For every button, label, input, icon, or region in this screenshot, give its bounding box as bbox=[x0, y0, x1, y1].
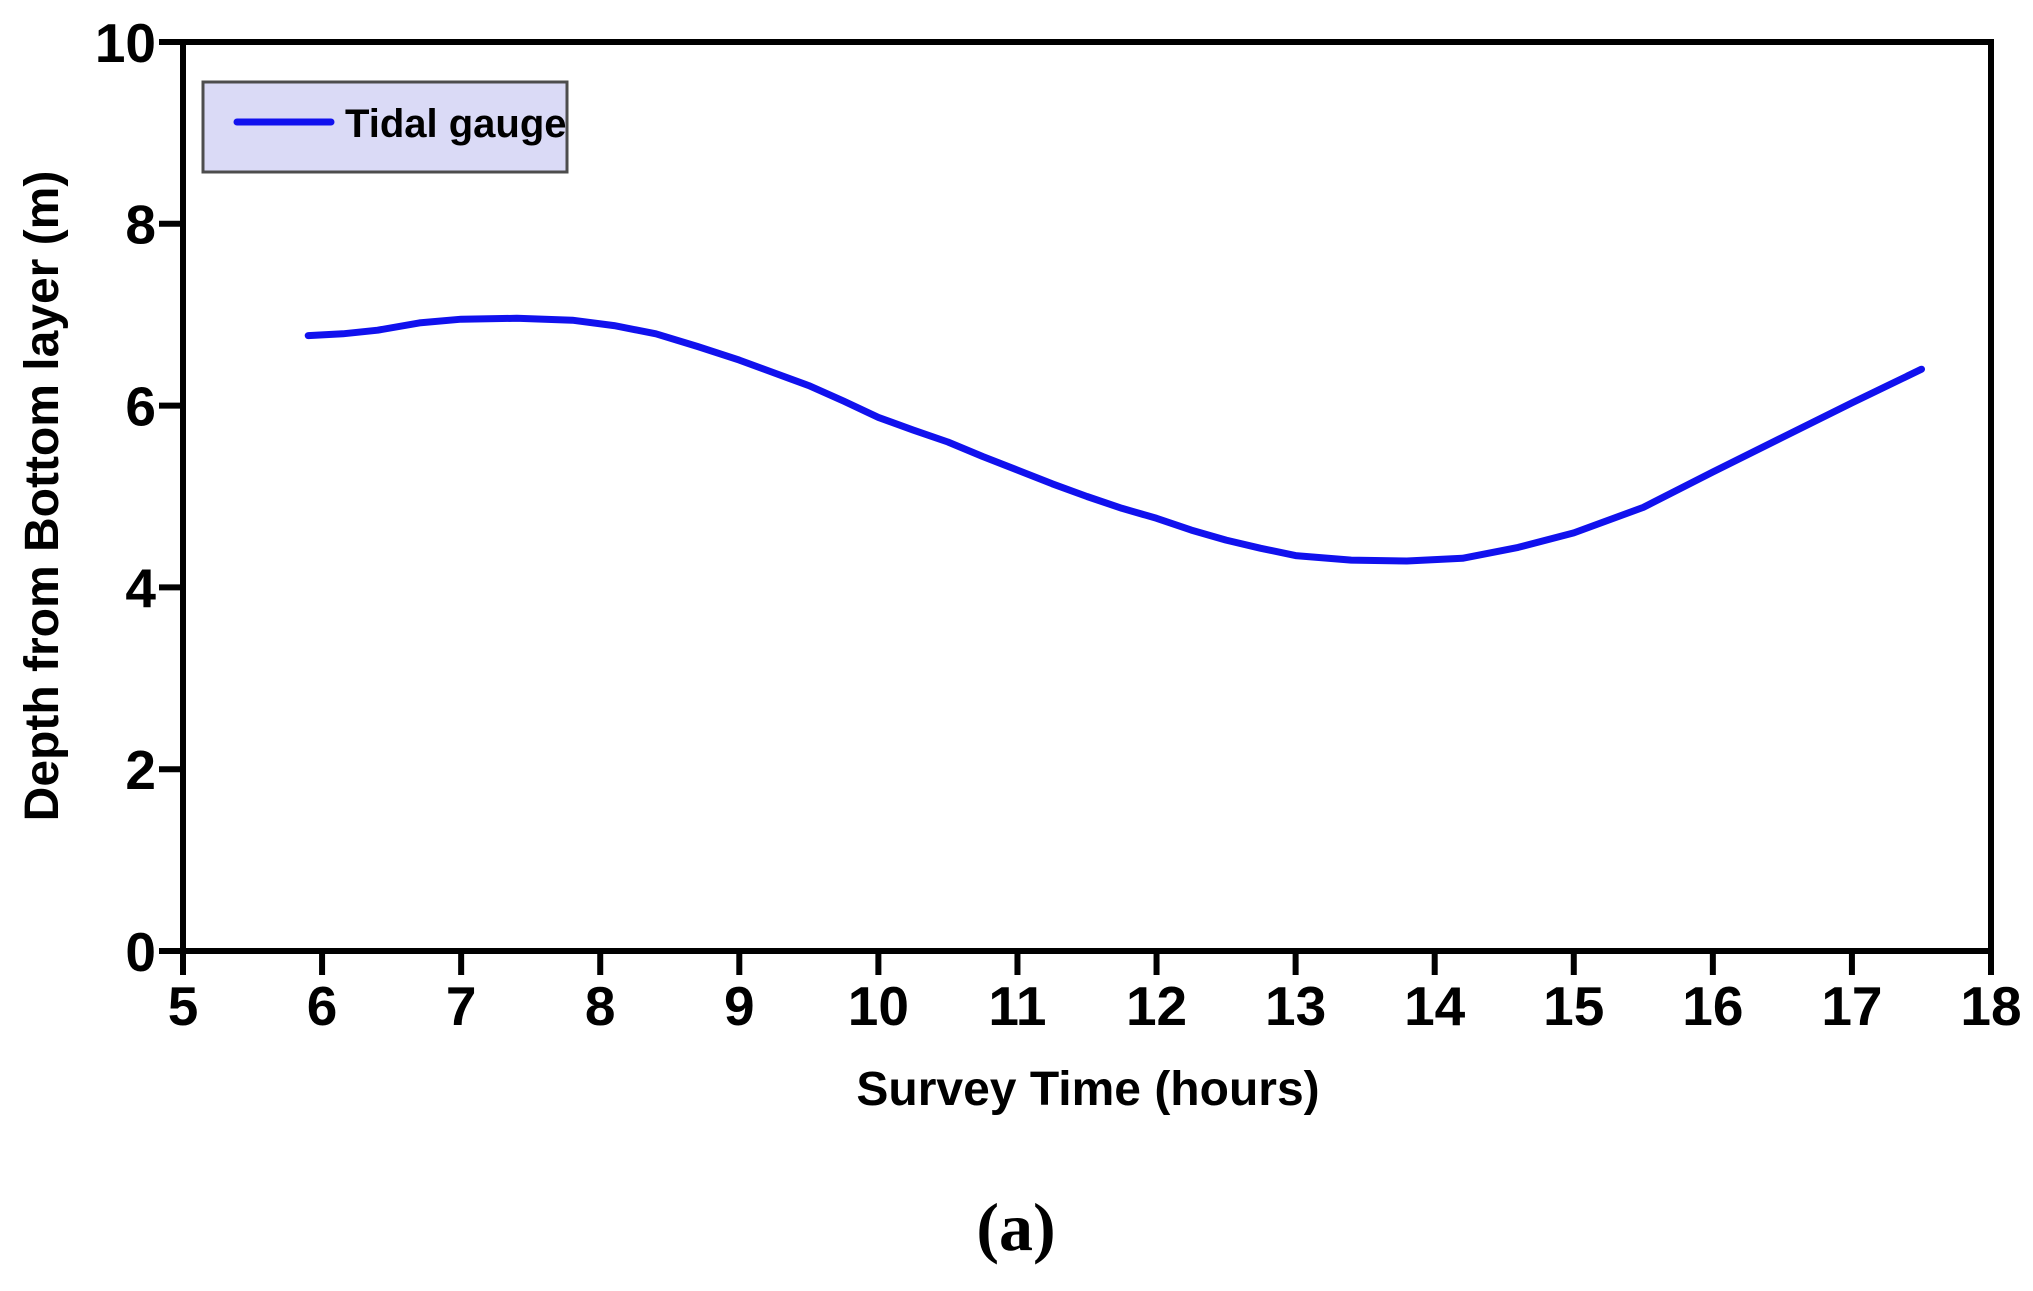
y-axis-ticks bbox=[159, 39, 183, 954]
figure-caption: (a) bbox=[976, 1189, 1055, 1265]
x-tick-label: 15 bbox=[1543, 975, 1604, 1037]
y-axis-label: Depth from Bottom layer (m) bbox=[16, 171, 69, 822]
x-tick-label: 13 bbox=[1265, 975, 1326, 1037]
x-tick-label: 7 bbox=[446, 975, 477, 1037]
x-tick-label: 12 bbox=[1126, 975, 1187, 1037]
x-axis-ticks bbox=[180, 951, 1994, 975]
legend-box bbox=[201, 80, 569, 174]
y-tick-label: 4 bbox=[125, 557, 156, 619]
x-tick-label: 11 bbox=[988, 975, 1046, 1037]
y-tick-label: 2 bbox=[125, 739, 156, 801]
x-tick-label: 9 bbox=[724, 975, 755, 1037]
tidal-gauge-line bbox=[304, 314, 1925, 565]
x-tick-label: 17 bbox=[1821, 975, 1882, 1037]
x-tick-label: 18 bbox=[1960, 975, 2021, 1037]
x-tick-label: 6 bbox=[307, 975, 338, 1037]
y-tick-label: 8 bbox=[125, 194, 156, 256]
legend-label: Tidal gauge bbox=[345, 102, 567, 146]
y-tick-label: 0 bbox=[125, 921, 156, 983]
x-tick-label: 14 bbox=[1404, 975, 1466, 1037]
y-axis-tick-labels: 0 2 4 6 8 10 bbox=[95, 12, 157, 983]
plot-frame bbox=[180, 39, 1994, 954]
x-axis-tick-labels: 5 6 7 8 9 10 11 12 13 14 15 16 17 18 bbox=[168, 975, 2022, 1037]
x-tick-label: 5 bbox=[168, 975, 199, 1037]
x-tick-label: 10 bbox=[848, 975, 909, 1037]
x-tick-label: 16 bbox=[1682, 975, 1743, 1037]
x-tick-label: 8 bbox=[585, 975, 616, 1037]
legend: Tidal gauge bbox=[201, 80, 569, 174]
x-axis-label: Survey Time (hours) bbox=[856, 1063, 1319, 1116]
y-tick-label: 6 bbox=[125, 375, 156, 437]
y-tick-label: 10 bbox=[95, 12, 156, 74]
